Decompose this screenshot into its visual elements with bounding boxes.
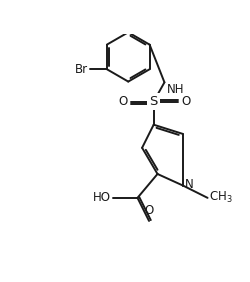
- Text: CH$_3$: CH$_3$: [208, 190, 232, 205]
- Text: HO: HO: [92, 191, 110, 204]
- Text: S: S: [149, 95, 157, 108]
- Text: N: N: [184, 178, 192, 191]
- Text: O: O: [181, 95, 190, 108]
- Text: O: O: [118, 95, 127, 108]
- Text: Br: Br: [75, 63, 88, 76]
- Text: O: O: [144, 204, 153, 217]
- Text: NH: NH: [166, 83, 184, 96]
